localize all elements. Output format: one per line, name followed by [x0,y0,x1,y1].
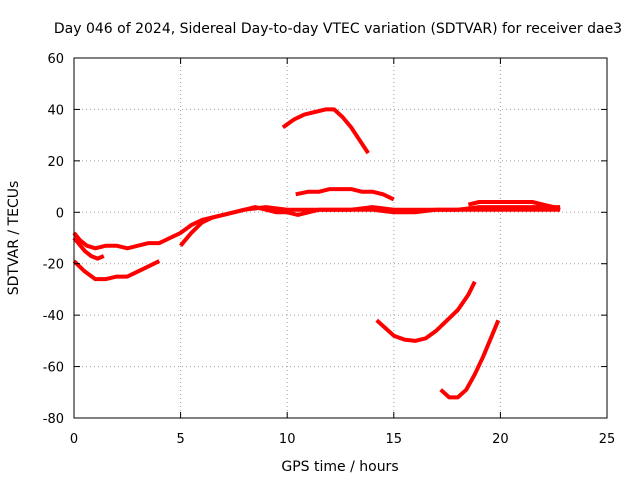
x-axis-label: GPS time / hours [281,459,398,475]
x-tick-label: 0 [70,432,78,447]
series-line-trace-2 [72,236,105,261]
x-tick-label: 20 [492,432,509,447]
axis-ticks: 0 5 10 15 20 25 -80 -60 -40 -20 0 20 40 60 [43,52,616,447]
series-line-trace-9 [439,319,501,400]
series-line-trace-3 [72,259,161,282]
y-axis-label: SDTVAR / TECUs [6,181,22,296]
series-line-trace-5 [467,200,561,212]
y-tick-label: 0 [56,206,64,221]
grid-lines [74,58,607,418]
series-line-trace-4 [179,205,561,247]
x-tick-label: 15 [386,432,403,447]
y-tick-label: -40 [43,309,64,324]
plot-frame [73,57,608,419]
y-tick-label: 40 [47,103,64,118]
chart-title: Day 046 of 2024, Sidereal Day-to-day VTE… [54,21,622,37]
x-tick-label: 25 [599,432,616,447]
x-tick-label: 5 [176,432,184,447]
x-tick-label: 10 [279,432,296,447]
series-line-trace-6 [281,107,370,155]
series-layer [72,107,561,400]
y-tick-label: 60 [47,52,64,67]
y-tick-label: -20 [43,258,64,273]
series-line-trace-1 [72,205,561,251]
series-line-trace-8 [375,280,477,343]
y-tick-label: -80 [43,412,64,427]
y-tick-label: 20 [47,155,64,170]
y-tick-label: -60 [43,361,64,376]
series-line-trace-7 [295,187,395,202]
